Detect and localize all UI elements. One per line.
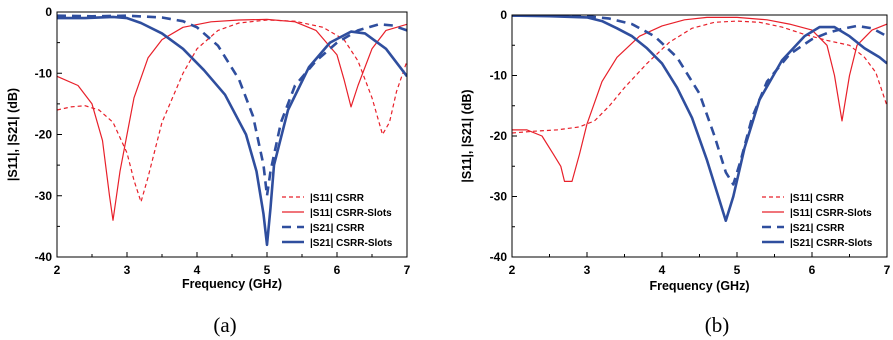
x-tick-label: 7 [884, 263, 891, 277]
chart-panel-a: 2 3 4 5 6 7 0 -10 -20 -30 -40 Frequency (GHz) |S11|,… [6, 5, 411, 291]
legend-label: |S21| CSRR-Slots [790, 238, 873, 249]
x-tick-label: 6 [809, 263, 816, 277]
x-tick-label: 7 [404, 263, 411, 277]
y-tick-label: -40 [490, 250, 508, 264]
chart-panel-b: 2 3 4 5 6 7 0 -10 -20 -30 -40 Frequency (GHz) |S11|,… [460, 8, 891, 293]
legend-label: |S11| CSRR [310, 193, 365, 204]
panel-caption: (a) [213, 313, 236, 337]
y-tick-label: -20 [490, 129, 508, 143]
legend-label: |S21| CSRR-Slots [310, 238, 393, 249]
legend: |S11| CSRR |S11| CSRR-Slots |S21| CSRR |S21… [762, 193, 873, 249]
x-tick-label: 3 [124, 263, 131, 277]
x-axis-title: Frequency (GHz) [649, 279, 749, 293]
y-tick-label: -10 [490, 69, 508, 83]
y-tick-label: -30 [35, 189, 53, 203]
x-tick-label: 3 [584, 263, 591, 277]
legend-label: |S11| CSRR [790, 193, 845, 204]
panel-caption: (b) [705, 313, 730, 337]
x-tick-label: 5 [264, 263, 271, 277]
y-tick-label: -10 [35, 66, 53, 80]
y-tick-label: -30 [490, 190, 508, 204]
x-tick-label: 6 [334, 263, 341, 277]
x-tick-label: 4 [194, 263, 201, 277]
y-tick-label: -40 [35, 250, 53, 264]
series-line-2 [57, 18, 407, 221]
series-line-3 [512, 15, 887, 186]
series-line-3 [57, 14, 407, 198]
series-line-1 [57, 19, 407, 203]
legend: |S11| CSRR |S11| CSRR-Slots |S21| CSRR |S21… [282, 193, 393, 249]
y-tick-label: 0 [45, 5, 52, 19]
series-line-4 [512, 15, 887, 222]
y-axis-title: |S11|, |S21| (dB) [6, 88, 20, 181]
y-tick-label: -20 [35, 128, 53, 142]
legend-label: |S11| CSRR-Slots [790, 208, 872, 219]
x-tick-label: 2 [54, 263, 61, 277]
legend-label: |S11| CSRR-Slots [310, 208, 392, 219]
series-line-4 [57, 15, 407, 247]
y-axis-title: |S11|, |S21| (dB) [460, 89, 474, 182]
x-tick-label: 2 [509, 263, 516, 277]
legend-label: |S21| CSRR [310, 223, 365, 234]
x-axis-title: Frequency (GHz) [182, 277, 282, 291]
series-line-2 [512, 16, 887, 182]
y-tick-label: 0 [500, 8, 507, 22]
series-line-1 [512, 20, 887, 134]
x-tick-label: 4 [659, 263, 666, 277]
plot-frame [56, 11, 408, 258]
legend-label: |S21| CSRR [790, 223, 845, 234]
x-tick-label: 5 [734, 263, 741, 277]
